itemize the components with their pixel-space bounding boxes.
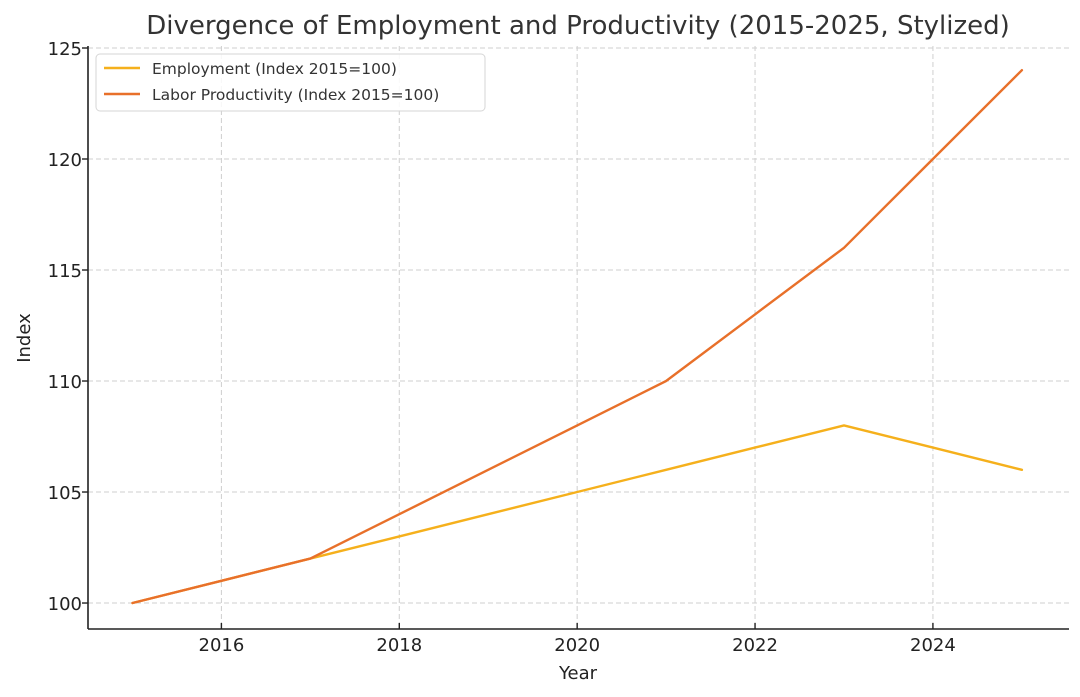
- x-tick-label: 2024: [910, 635, 956, 656]
- axes: [87, 46, 1069, 630]
- series-line-productivity: [131, 68, 1024, 605]
- x-tick-label: 2016: [199, 635, 245, 656]
- y-tick-label: 120: [48, 150, 82, 171]
- legend-label-productivity: Labor Productivity (Index 2015=100): [152, 86, 439, 104]
- y-tick-label: 105: [48, 483, 82, 504]
- x-tick-label: 2022: [732, 635, 778, 656]
- x-ticks: 2016 2018 2020 2022 2024: [199, 623, 956, 656]
- y-tick-label: 100: [48, 594, 82, 615]
- x-axis-label: Year: [558, 663, 598, 684]
- y-tick-label: 115: [48, 261, 82, 282]
- y-tick-label: 110: [48, 372, 82, 393]
- legend: Employment (Index 2015=100) Labor Product…: [95, 53, 486, 112]
- y-axis-label: Index: [14, 313, 35, 363]
- chart-title: Divergence of Employment and Productivit…: [146, 11, 1010, 41]
- legend-box: [95, 53, 486, 112]
- gridlines: [88, 46, 1069, 629]
- legend-label-employment: Employment (Index 2015=100): [152, 60, 397, 78]
- y-ticks: 100 105 110 115 120 125: [48, 39, 88, 615]
- series-lines: [131, 68, 1024, 605]
- x-tick-label: 2018: [376, 635, 422, 656]
- y-tick-label: 125: [48, 39, 82, 60]
- x-tick-label: 2020: [554, 635, 600, 656]
